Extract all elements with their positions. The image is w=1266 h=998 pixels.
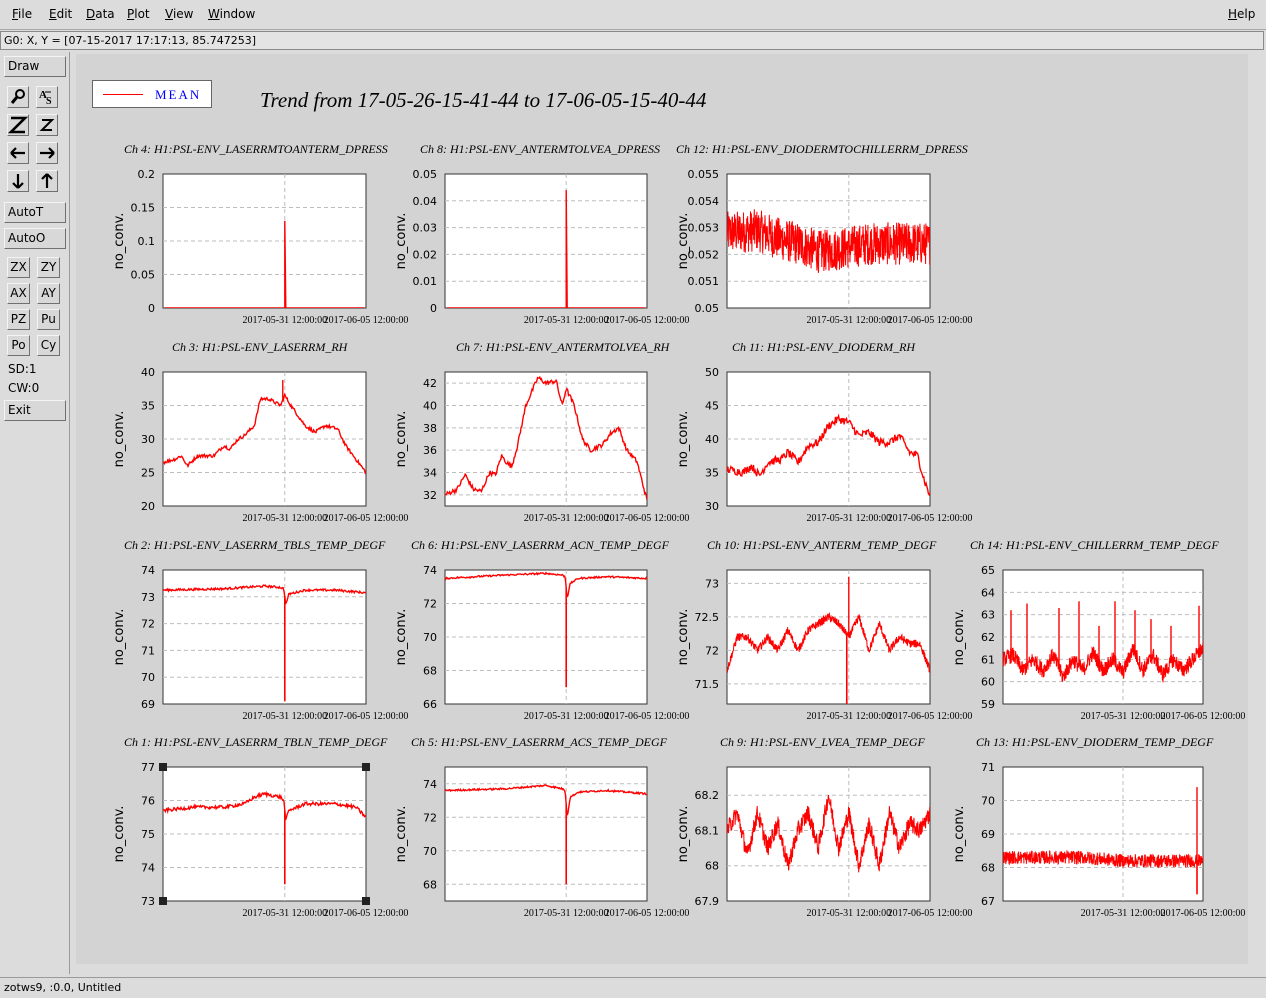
status-bar: zotws9, :0.0, Untitled bbox=[0, 977, 1266, 998]
menu-data[interactable]: Data bbox=[86, 7, 115, 21]
zy-button[interactable]: ZY bbox=[37, 257, 60, 278]
ax-button[interactable]: AX bbox=[7, 283, 30, 304]
menu-file[interactable]: File bbox=[12, 7, 33, 21]
magnify-icon[interactable] bbox=[7, 86, 29, 108]
ay-button[interactable]: AY bbox=[37, 283, 60, 304]
arrow-down-icon[interactable] bbox=[7, 170, 29, 192]
pz-button[interactable]: PZ bbox=[7, 309, 30, 330]
exit-button[interactable]: Exit bbox=[4, 400, 66, 421]
pu-button[interactable]: Pu bbox=[37, 309, 60, 330]
zx-button[interactable]: ZX bbox=[7, 257, 30, 278]
zoom-out-icon[interactable] bbox=[7, 114, 29, 136]
page-title: Trend from 17-05-26-15-41-44 to 17-06-05… bbox=[260, 88, 707, 112]
menu-help[interactable]: Help bbox=[1228, 7, 1256, 21]
coordinate-readout: G0: X, Y = [07-15-2017 17:17:13, 85.7472… bbox=[0, 31, 1264, 50]
menu-plot[interactable]: Plot bbox=[127, 7, 150, 21]
menu-window[interactable]: Window bbox=[208, 7, 256, 21]
plot-canvas[interactable] bbox=[76, 54, 1248, 964]
zoom-in-icon[interactable] bbox=[36, 114, 58, 136]
draw-button[interactable]: Draw bbox=[4, 56, 66, 77]
svg-text:S: S bbox=[46, 96, 52, 107]
menu-bar: File Edit Data Plot View Window Help bbox=[0, 0, 1266, 30]
cw-label: CW:0 bbox=[8, 381, 40, 395]
autot-button[interactable]: AutoT bbox=[4, 202, 66, 223]
arrow-left-icon[interactable] bbox=[7, 142, 29, 164]
svg-text:A: A bbox=[39, 89, 47, 101]
arrow-right-icon[interactable] bbox=[36, 142, 58, 164]
menu-edit[interactable]: Edit bbox=[49, 7, 73, 21]
menu-view[interactable]: View bbox=[165, 7, 194, 21]
legend-label: MEAN bbox=[155, 87, 202, 102]
arrow-up-icon[interactable] bbox=[36, 170, 58, 192]
legend: MEAN bbox=[92, 80, 212, 108]
po-button[interactable]: Po bbox=[7, 335, 30, 356]
legend-swatch bbox=[103, 94, 143, 95]
sd-label: SD:1 bbox=[8, 362, 37, 376]
cy-button[interactable]: Cy bbox=[37, 335, 60, 356]
autoo-button[interactable]: AutoO bbox=[4, 228, 66, 249]
